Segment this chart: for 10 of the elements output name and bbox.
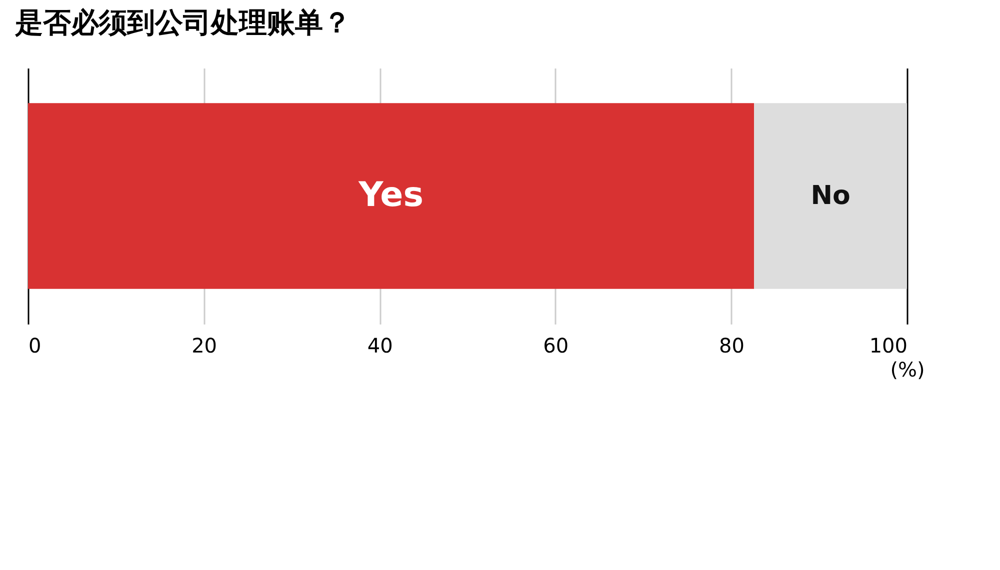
- chart-title: 是否必须到公司处理账单？: [14, 6, 351, 39]
- x-tick-label: 100: [869, 334, 908, 358]
- x-tick-label: 20: [192, 334, 218, 358]
- series-label: No: [810, 181, 850, 211]
- x-tick-label: 60: [543, 334, 569, 358]
- x-tick-label: 0: [28, 334, 42, 358]
- x-tick-label: 40: [367, 334, 393, 358]
- series-label: Yes: [358, 175, 424, 215]
- x-tick-label: 80: [718, 334, 744, 358]
- x-axis-title: (%): [890, 358, 925, 382]
